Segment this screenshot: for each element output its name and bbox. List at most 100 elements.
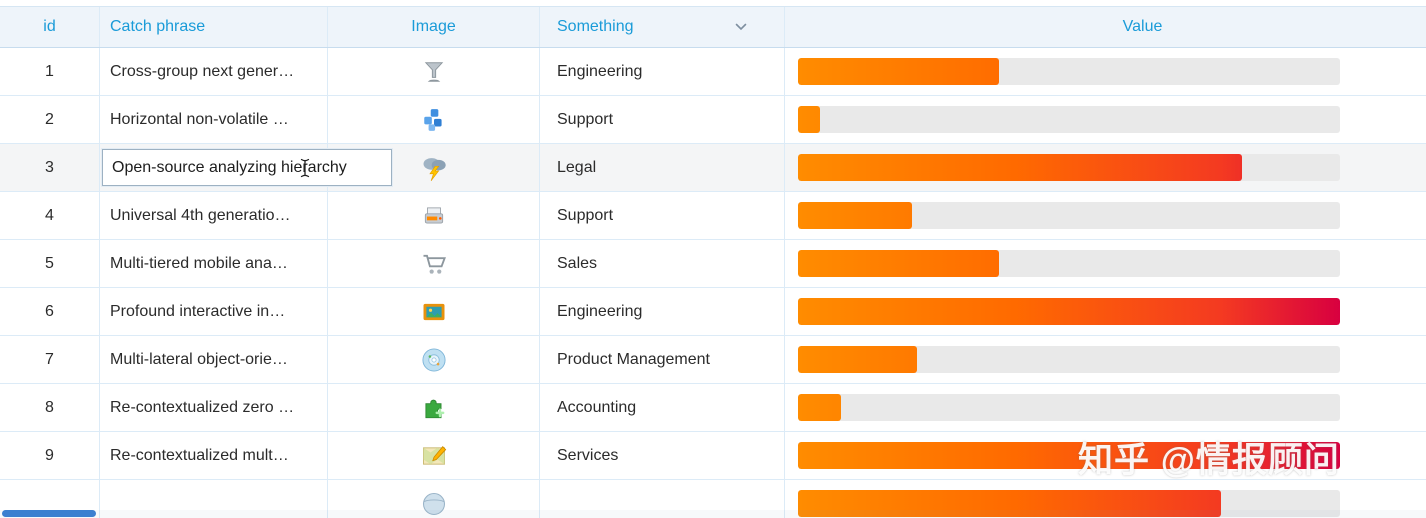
table-row[interactable]: 4 Universal 4th generatio… Support — [0, 192, 1426, 240]
something-cell[interactable]: Engineering — [540, 288, 785, 335]
something-text: Support — [557, 206, 614, 224]
id-cell: 2 — [0, 96, 100, 143]
value-bar-fill — [798, 154, 1243, 181]
catch-phrase-editor[interactable]: Open-source analyzing hierarchy — [102, 149, 392, 186]
table-row[interactable]: 1 Cross-group next gener… Engineering — [0, 48, 1426, 96]
chevron-down-icon[interactable] — [735, 23, 747, 31]
something-cell[interactable]: Accounting — [540, 384, 785, 431]
shopping-cart-icon — [419, 249, 449, 279]
table-row[interactable]: 6 Profound interactive in… Engineering — [0, 288, 1426, 336]
image-cell — [328, 240, 540, 287]
value-bar-track — [798, 202, 1340, 229]
value-bar-track — [798, 106, 1340, 133]
something-text: Product Management — [557, 350, 710, 368]
something-text: Engineering — [557, 302, 643, 320]
table-row[interactable]: 7 Multi-lateral object-orie… Product Man… — [0, 336, 1426, 384]
something-cell[interactable]: Product Management — [540, 336, 785, 383]
catch-phrase-cell[interactable] — [100, 480, 328, 518]
catch-phrase-cell[interactable]: Profound interactive in… — [100, 288, 328, 335]
image-cell — [328, 480, 540, 518]
grid-body: 1 Cross-group next gener… Engineering 2 … — [0, 48, 1426, 518]
table-row[interactable] — [0, 480, 1426, 518]
something-text: Legal — [557, 158, 597, 176]
horizontal-scrollbar[interactable] — [0, 510, 1426, 518]
catch-phrase-cell[interactable]: Re-contextualized mult… — [100, 432, 328, 479]
table-row[interactable]: 3 Legal Open-source analyzing hierarchy — [0, 144, 1426, 192]
blue-blocks-icon — [419, 105, 449, 135]
catch-phrase-cell[interactable]: Universal 4th generatio… — [100, 192, 328, 239]
something-cell[interactable] — [540, 480, 785, 518]
value-bar-track — [798, 346, 1340, 373]
catch-phrase-text: Cross-group next gener… — [110, 62, 295, 80]
value-bar-fill — [798, 442, 1340, 469]
value-cell — [785, 384, 1426, 431]
value-bar-fill — [798, 106, 820, 133]
catch-phrase-text: Re-contextualized zero … — [110, 398, 295, 416]
table-row[interactable]: 5 Multi-tiered mobile ana… Sales — [0, 240, 1426, 288]
funnel-icon — [419, 57, 449, 87]
cd-disc-icon — [419, 345, 449, 375]
table-row[interactable]: 9 Re-contextualized mult… Services — [0, 432, 1426, 480]
image-cell — [328, 384, 540, 431]
something-text: Support — [557, 110, 614, 128]
id-cell: 6 — [0, 288, 100, 335]
something-cell[interactable]: Support — [540, 96, 785, 143]
value-cell — [785, 480, 1426, 518]
text-cursor-icon — [300, 158, 310, 178]
image-cell — [328, 48, 540, 95]
framed-picture-icon — [419, 297, 449, 327]
header-something[interactable]: Something — [540, 7, 785, 47]
something-cell[interactable]: Legal — [540, 144, 785, 191]
header-something-label: Something — [557, 18, 634, 35]
catch-phrase-cell[interactable]: Horizontal non-volatile … — [100, 96, 328, 143]
id-cell: 4 — [0, 192, 100, 239]
catch-phrase-cell[interactable]: Multi-tiered mobile ana… — [100, 240, 328, 287]
grid-header: id Catch phrase Image Something Value — [0, 6, 1426, 48]
id-cell: 3 — [0, 144, 100, 191]
catch-phrase-cell[interactable]: Cross-group next gener… — [100, 48, 328, 95]
image-cell — [328, 288, 540, 335]
catch-phrase-text: Profound interactive in… — [110, 302, 286, 320]
table-row[interactable]: 2 Horizontal non-volatile … Support — [0, 96, 1426, 144]
header-catch-phrase-label: Catch phrase — [110, 18, 206, 35]
value-cell — [785, 240, 1426, 287]
globe-icon — [419, 489, 449, 518]
catch-phrase-text: Multi-tiered mobile ana… — [110, 254, 288, 272]
id-cell: 5 — [0, 240, 100, 287]
value-cell — [785, 288, 1426, 335]
table-row[interactable]: 8 Re-contextualized zero … Accounting — [0, 384, 1426, 432]
header-value-label: Value — [1122, 18, 1163, 35]
header-value[interactable]: Value — [785, 7, 1426, 47]
map-pencil-icon — [419, 441, 449, 471]
editor-text: Open-source analyzing hierarchy — [112, 158, 347, 176]
something-text: Sales — [557, 254, 598, 272]
value-bar-track — [798, 490, 1340, 517]
something-cell[interactable]: Services — [540, 432, 785, 479]
value-cell — [785, 48, 1426, 95]
value-bar-fill — [798, 490, 1221, 517]
id-cell — [0, 480, 100, 518]
header-image[interactable]: Image — [328, 7, 540, 47]
header-id-label: id — [43, 18, 56, 35]
catch-phrase-cell[interactable]: Multi-lateral object-orie… — [100, 336, 328, 383]
image-cell — [328, 192, 540, 239]
something-cell[interactable]: Engineering — [540, 48, 785, 95]
value-cell — [785, 96, 1426, 143]
something-cell[interactable]: Sales — [540, 240, 785, 287]
horizontal-scrollbar-thumb[interactable] — [2, 510, 96, 517]
image-cell — [328, 96, 540, 143]
value-cell — [785, 144, 1426, 191]
something-cell[interactable]: Support — [540, 192, 785, 239]
id-cell: 1 — [0, 48, 100, 95]
value-bar-fill — [798, 58, 999, 85]
image-cell — [328, 432, 540, 479]
catch-phrase-text: Re-contextualized mult… — [110, 446, 289, 464]
value-bar-track — [798, 298, 1340, 325]
green-puzzle-icon — [419, 393, 449, 423]
id-cell: 9 — [0, 432, 100, 479]
catch-phrase-cell[interactable]: Re-contextualized zero … — [100, 384, 328, 431]
header-id[interactable]: id — [0, 7, 100, 47]
header-catch-phrase[interactable]: Catch phrase — [100, 7, 328, 47]
value-bar-track — [798, 442, 1340, 469]
